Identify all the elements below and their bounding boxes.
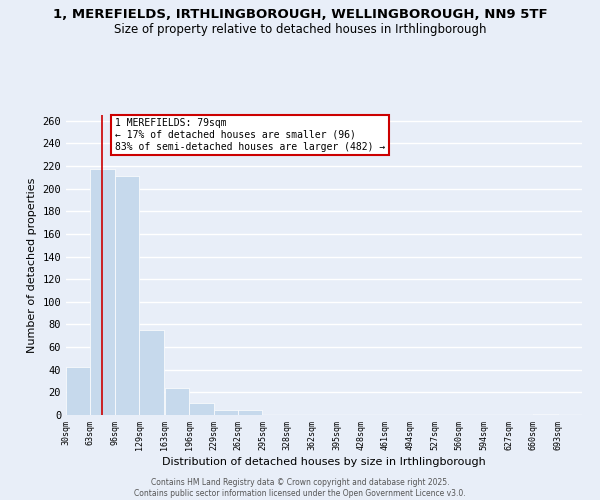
Bar (214, 410, 238, 415)
Text: Size of property relative to detached houses in Irthlingborough: Size of property relative to detached ho… (114, 22, 486, 36)
Bar (115, 176, 139, 415)
Y-axis label: Number of detached properties: Number of detached properties (27, 178, 37, 352)
Bar (164, 388, 189, 415)
Bar (66, 368, 91, 415)
X-axis label: Distribution of detached houses by size in Irthlingborough: Distribution of detached houses by size … (162, 457, 486, 467)
Text: 1, MEREFIELDS, IRTHLINGBOROUGH, WELLINGBOROUGH, NN9 5TF: 1, MEREFIELDS, IRTHLINGBOROUGH, WELLINGB… (53, 8, 547, 20)
Bar (91, 170, 115, 415)
Bar (189, 402, 214, 415)
Text: 1 MEREFIELDS: 79sqm
← 17% of detached houses are smaller (96)
83% of semi-detach: 1 MEREFIELDS: 79sqm ← 17% of detached ho… (115, 118, 385, 152)
Bar (139, 330, 164, 415)
Bar (533, 414, 557, 415)
Bar (238, 410, 262, 415)
Text: Contains HM Land Registry data © Crown copyright and database right 2025.
Contai: Contains HM Land Registry data © Crown c… (134, 478, 466, 498)
